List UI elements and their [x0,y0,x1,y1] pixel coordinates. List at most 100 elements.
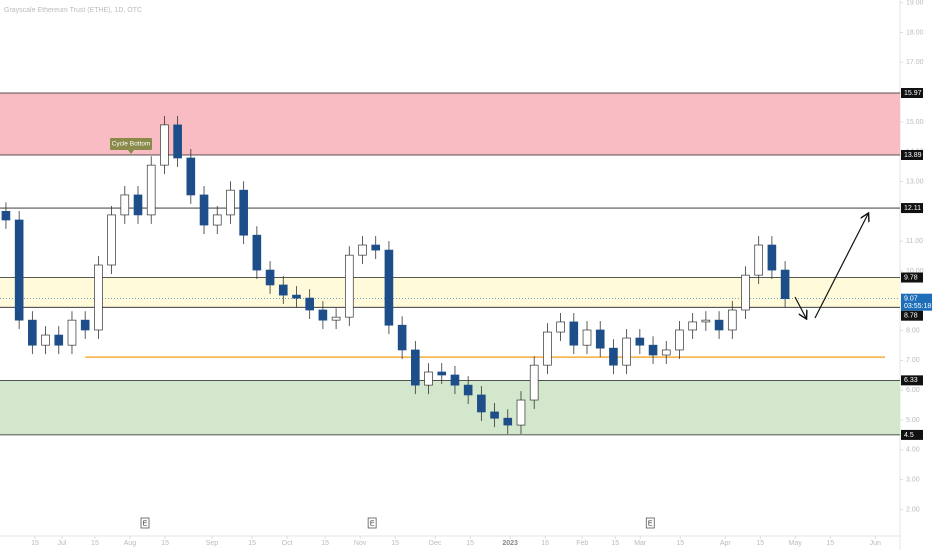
y-tick-label: 6.00 [906,387,920,394]
level-label: 9.78 [904,274,918,281]
x-tick-label: Mar [634,540,647,547]
candle-body [318,309,328,321]
level-label: 6.33 [904,377,918,384]
chart-title: Grayscale Ethereum Trust (ETHE), 1D, OTC [4,7,142,14]
level-label-box [901,429,923,440]
candle-body [344,254,354,318]
candle-body [754,244,764,276]
zone [0,277,900,308]
candle-body [701,319,711,323]
candle-body [265,269,275,286]
x-tick-label: 15 [321,540,329,547]
annotation-pointer [128,150,135,155]
y-tick-label: 13.00 [906,178,924,185]
candle-body [582,329,592,346]
event-marker [367,517,377,529]
plot: Cycle Bottom E E E [0,92,900,529]
x-tick-label: Feb [576,540,588,547]
event-marker [140,517,150,529]
candle-body [133,194,143,216]
candle-body [648,344,658,356]
candle-body [543,331,552,366]
x-tick-label: Jun [870,540,881,547]
x-tick-label: 16 [541,540,549,547]
candle-body [411,349,420,386]
level-label: 15.97 [904,90,922,97]
candle-body [67,319,77,346]
x-tick-label: 15 [391,540,399,547]
y-tick-label: 17.00 [906,59,924,66]
candle-body [424,371,433,386]
x-tick-label: Dec [429,540,442,547]
candle-body [212,214,222,226]
countdown-label: 03:55:18 [904,303,931,310]
event-label: E [370,520,375,527]
x-tick-label: Nov [354,540,367,547]
candle-body [160,124,169,166]
candle-body [661,349,671,356]
candle-body [107,214,116,266]
zone [0,380,900,435]
candle-body [714,319,724,331]
candle-body [80,319,90,331]
candle-body [371,244,381,251]
y-tick-label: 7.00 [906,357,920,364]
candle-body [94,264,103,331]
y-tick-label: 10.00 [906,268,924,275]
x-tick-label: 15 [676,540,684,547]
candle-body [54,334,64,346]
candle-body [463,384,473,396]
x-tick-label: 15 [611,540,619,547]
annotation-box [110,138,153,151]
candle-body [780,269,790,300]
candle-body [358,244,367,256]
drawn-arrow [794,296,806,318]
x-tick-label: 15 [826,540,834,547]
candle-body [450,374,460,386]
candle-body [226,189,235,216]
candle-body [529,364,539,401]
level-label: 4.5 [904,432,914,439]
current-price-box [901,293,932,311]
drawn-arrow [814,214,868,319]
x-tick-label: 15 [161,540,169,547]
candle-body [688,321,697,331]
candle-body [477,394,486,413]
candle-body [384,249,394,326]
x-tick-label: Aug [124,540,137,547]
candle-body [120,194,130,216]
y-tick-label: 11.00 [906,238,923,245]
x-tick-label: 15 [248,540,256,547]
candle-body [622,337,631,366]
candle-body [516,399,526,426]
candle-body [569,321,579,346]
x-tick-label: 15 [756,540,764,547]
x-tick-label: 15 [31,540,39,547]
y-tick-label: 8.00 [906,327,920,334]
level-label-box [901,272,923,283]
candle-body [14,219,24,321]
x-tick-label: Jul [57,540,66,547]
level-label-box [901,88,923,99]
y-tick-label: 4.00 [906,447,920,454]
y-tick-label: 2.00 [906,506,920,513]
candle-body [490,411,499,419]
candle-body [331,316,341,321]
level-label-box [901,310,923,321]
x-tick-label: Oct [282,540,293,547]
candle-body [28,319,37,346]
level-label: 12.11 [904,205,921,212]
candle-body [635,337,645,346]
x-tick-label: 15 [91,540,99,547]
level-label-box [901,375,923,386]
candle-body [595,329,605,349]
candle-body [1,210,11,221]
candle-body [767,244,777,271]
y-tick-label: 15.00 [906,119,924,126]
candle-body [305,297,314,311]
candle-body [437,371,447,376]
event-marker [645,517,655,529]
candle-body [556,321,565,333]
